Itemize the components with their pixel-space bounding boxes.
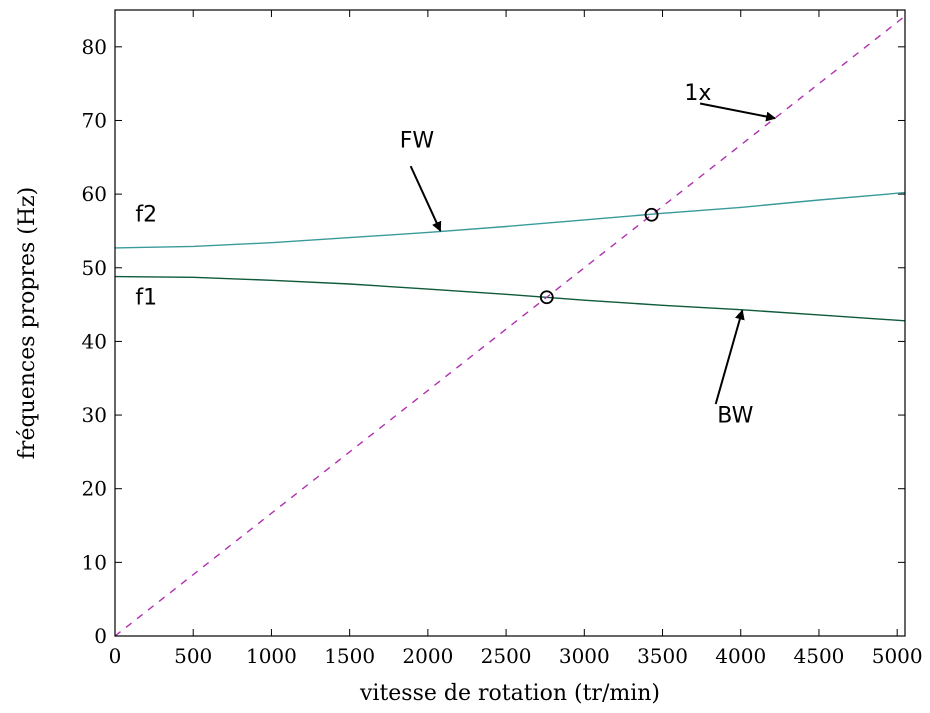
x-axis-title: vitesse de rotation (tr/min) (359, 681, 660, 706)
y-axis-title: fréquences propres (Hz) (15, 187, 40, 459)
y-tick-label: 40 (82, 329, 107, 353)
series-line-f1 (114, 275, 906, 322)
x-tick-label: 4000 (715, 644, 766, 668)
plot-frame (114, 9, 906, 637)
y-tick-label: 20 (82, 477, 107, 501)
x-tick-label: 500 (174, 644, 212, 668)
y-tick-label: 10 (82, 550, 107, 574)
x-tick-label: 2000 (402, 644, 453, 668)
x-tick-label: 5000 (872, 644, 923, 668)
y-tick-label: 70 (82, 108, 107, 132)
annotation-label-1x: 1x (684, 81, 711, 106)
annotation-arrow-BW (714, 309, 745, 405)
x-tick-label: 4500 (794, 644, 845, 668)
annotation-label-f1: f1 (135, 286, 157, 311)
x-tick-label: 3000 (559, 644, 610, 668)
annotation-label-FW: FW (400, 129, 435, 154)
annotation-arrow-FW (409, 165, 442, 232)
y-tick-label: 80 (82, 35, 107, 59)
x-tick-label: 0 (109, 644, 122, 668)
y-tick-label: 60 (82, 182, 107, 206)
annotation-label-f2: f2 (135, 202, 157, 227)
x-tick-label: 3500 (637, 644, 688, 668)
x-tick-label: 2500 (481, 644, 532, 668)
annotation-label-BW: BW (717, 403, 753, 428)
series-line-f2 (114, 191, 906, 249)
intersection-marker (644, 207, 659, 222)
x-tick-label: 1000 (246, 644, 297, 668)
y-tick-label: 0 (94, 624, 107, 648)
series-line-1x (114, 15, 906, 637)
y-tick-label: 30 (82, 403, 107, 427)
annotation-arrow-1x (699, 102, 777, 122)
y-tick-label: 50 (82, 256, 107, 280)
intersection-marker (539, 290, 554, 305)
x-tick-label: 1500 (324, 644, 375, 668)
